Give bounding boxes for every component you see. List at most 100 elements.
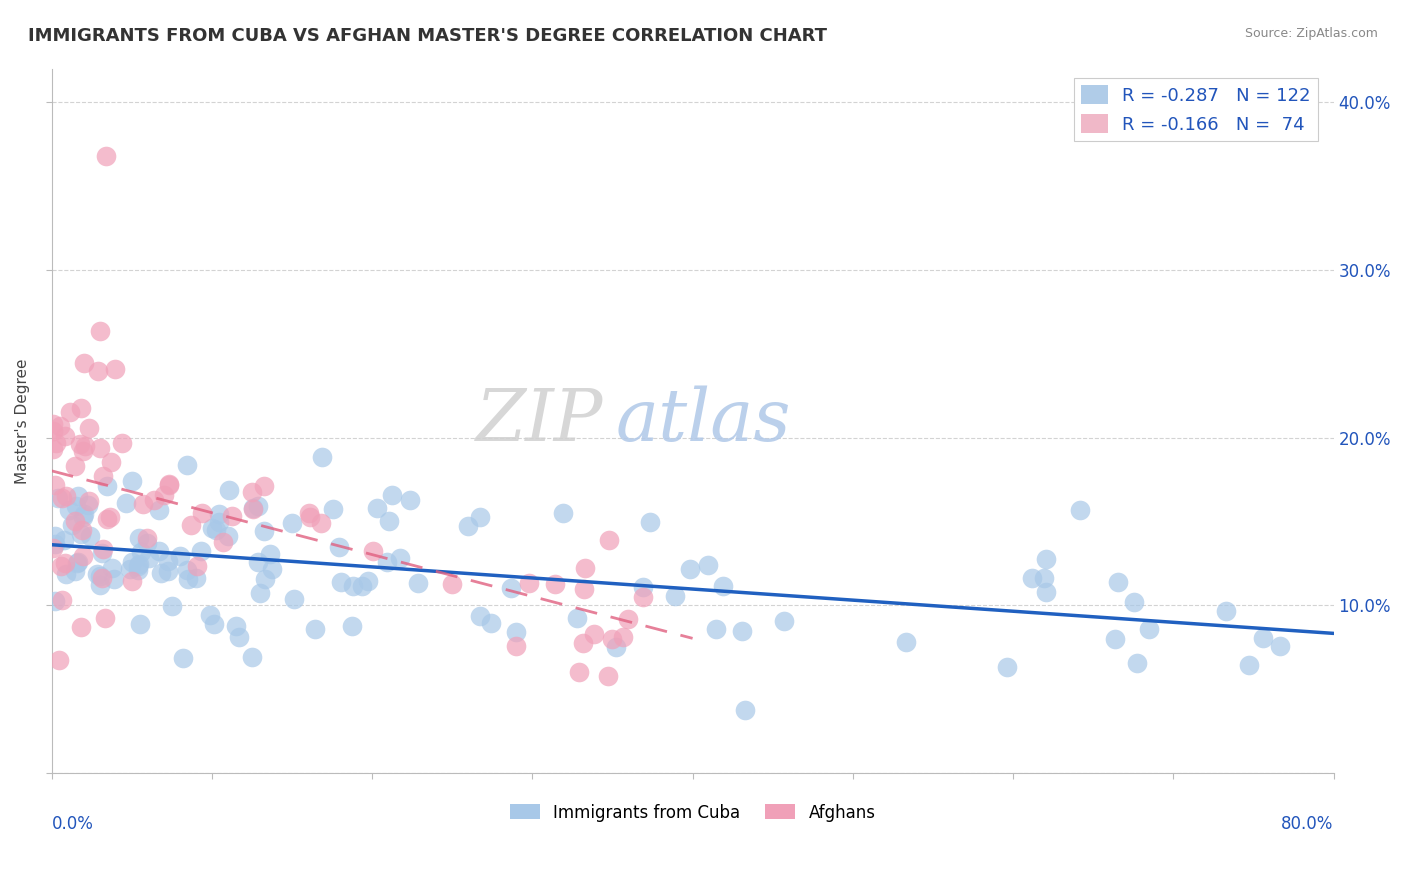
Point [1122,595,1144,609]
Point [63,514,86,528]
Point [55,489,77,503]
Point [138,551,160,566]
Point [79,421,101,435]
Point [596,668,619,682]
Point [176,458,198,473]
Point [49,418,72,433]
Point [42,417,65,432]
Point [100,455,122,469]
Point [132,497,155,511]
Point [221,508,243,523]
Point [260,562,283,576]
Point [180,518,202,533]
Point [311,450,333,464]
Point [572,635,595,649]
Point [59,405,82,419]
Point [1126,657,1149,671]
Point [89,578,111,592]
Point [1069,503,1091,517]
Point [249,586,271,600]
Point [172,650,194,665]
Point [468,609,491,624]
Point [574,561,596,575]
Point [136,531,159,545]
Point [247,555,270,569]
Point [711,579,734,593]
Point [441,577,464,591]
Point [55,566,77,581]
Point [242,501,264,516]
Point [328,540,350,554]
Point [65,500,87,514]
Point [72,510,94,524]
Point [1021,571,1043,585]
Point [1270,639,1292,653]
Point [457,519,479,533]
Point [679,562,702,576]
Point [1251,631,1274,645]
Point [121,555,143,569]
Point [283,592,305,607]
Y-axis label: Master's Degree: Master's Degree [15,358,30,483]
Point [1035,552,1057,566]
Point [73,508,96,522]
Point [42,541,65,556]
Point [176,563,198,577]
Point [136,535,159,549]
Point [228,630,250,644]
Point [734,703,756,717]
Point [329,574,352,589]
Point [69,437,91,451]
Point [322,502,344,516]
Point [340,619,363,633]
Point [79,529,101,543]
Point [572,582,595,597]
Point [58,502,80,516]
Text: IMMIGRANTS FROM CUBA VS AFGHAN MASTER'S DEGREE CORRELATION CHART: IMMIGRANTS FROM CUBA VS AFGHAN MASTER'S … [28,27,827,45]
Point [103,572,125,586]
Point [240,650,263,665]
Point [633,590,655,604]
Point [281,516,304,530]
Point [44,477,66,491]
Point [617,612,640,626]
Point [1215,604,1237,618]
Point [157,478,180,492]
Point [89,324,111,338]
Point [177,572,200,586]
Point [246,499,269,513]
Point [128,557,150,571]
Point [98,510,121,524]
Point [129,617,152,632]
Point [53,533,76,547]
Point [160,599,183,613]
Point [190,544,212,558]
Point [375,555,398,569]
Point [208,507,231,521]
Point [89,568,111,582]
Point [389,551,412,566]
Point [505,625,527,640]
Point [63,459,86,474]
Point [1237,658,1260,673]
Point [225,618,247,632]
Point [696,558,718,572]
Point [53,429,76,443]
Point [159,477,181,491]
Point [76,498,98,512]
Point [42,424,65,438]
Point [96,512,118,526]
Point [664,589,686,603]
Point [565,611,588,625]
Point [259,547,281,561]
Point [468,510,491,524]
Point [48,491,70,505]
Point [186,558,208,573]
Text: ZIP: ZIP [475,385,603,456]
Point [91,468,114,483]
Point [121,474,143,488]
Point [1104,632,1126,647]
Text: Source: ZipAtlas.com: Source: ZipAtlas.com [1244,27,1378,40]
Point [114,496,136,510]
Point [600,632,623,647]
